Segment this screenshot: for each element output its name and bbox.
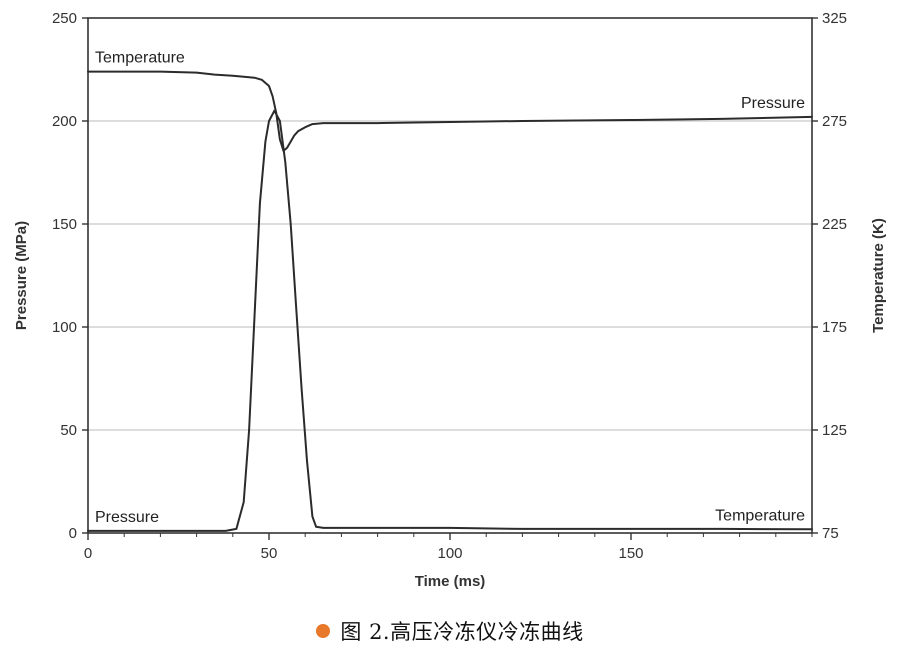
y-tick-label-250: 250: [52, 10, 77, 27]
caption-bullet-icon: [316, 624, 331, 638]
y2-tick-label-125: 125: [822, 422, 847, 439]
y-tick-label-0: 0: [69, 525, 77, 542]
plot-frame: [87, 17, 813, 534]
x-tick-label-150: 150: [618, 545, 643, 562]
y-tick-label-200: 200: [52, 113, 77, 130]
curve-label-temperature-end: Temperature: [715, 507, 805, 524]
curve-label-pressure-end: Pressure: [741, 95, 805, 112]
y2-tick-label-275: 275: [822, 113, 847, 130]
x-axis-title: Time (ms): [415, 573, 486, 590]
x-tick-label-0: 0: [84, 545, 92, 562]
curve-label-pressure-start: Pressure: [95, 509, 159, 526]
y-tick-label-50: 50: [60, 422, 77, 439]
series-line-pressure: [87, 109, 813, 532]
series-lines: [87, 70, 813, 532]
curve-labels: Temperature Pressure Pressure Temperature: [95, 50, 805, 526]
y-axis-title-pressure: Pressure (MPa): [13, 221, 30, 330]
y2-tick-label-225: 225: [822, 216, 847, 233]
series-line-temperature: [87, 70, 813, 152]
axis-ticks: 0 50 100 150 200 250 75 125 175 225 275 325 0 50 100 15…: [52, 10, 847, 562]
plot-background: [88, 18, 812, 533]
y2-tick-label-175: 175: [822, 319, 847, 336]
y2-axis-title-temperature: Temperature (K): [870, 218, 887, 333]
curve-label-temperature-start: Temperature: [95, 50, 185, 67]
y-tick-label-150: 150: [52, 216, 77, 233]
figure-caption: 图 2.高压冷冻仪冷冻曲线: [0, 614, 900, 648]
y2-tick-label-75: 75: [822, 525, 839, 542]
x-tick-label-50: 50: [261, 545, 278, 562]
caption-text: 图 2.高压冷冻仪冷冻曲线: [340, 620, 584, 644]
x-tick-label-100: 100: [437, 545, 462, 562]
y2-tick-label-325: 325: [822, 10, 847, 27]
y-tick-label-100: 100: [52, 319, 77, 336]
freeze-curve-chart: 0 50 100 150 200 250 75 125 175 225 275 325 0 50 100 15…: [13, 10, 887, 590]
